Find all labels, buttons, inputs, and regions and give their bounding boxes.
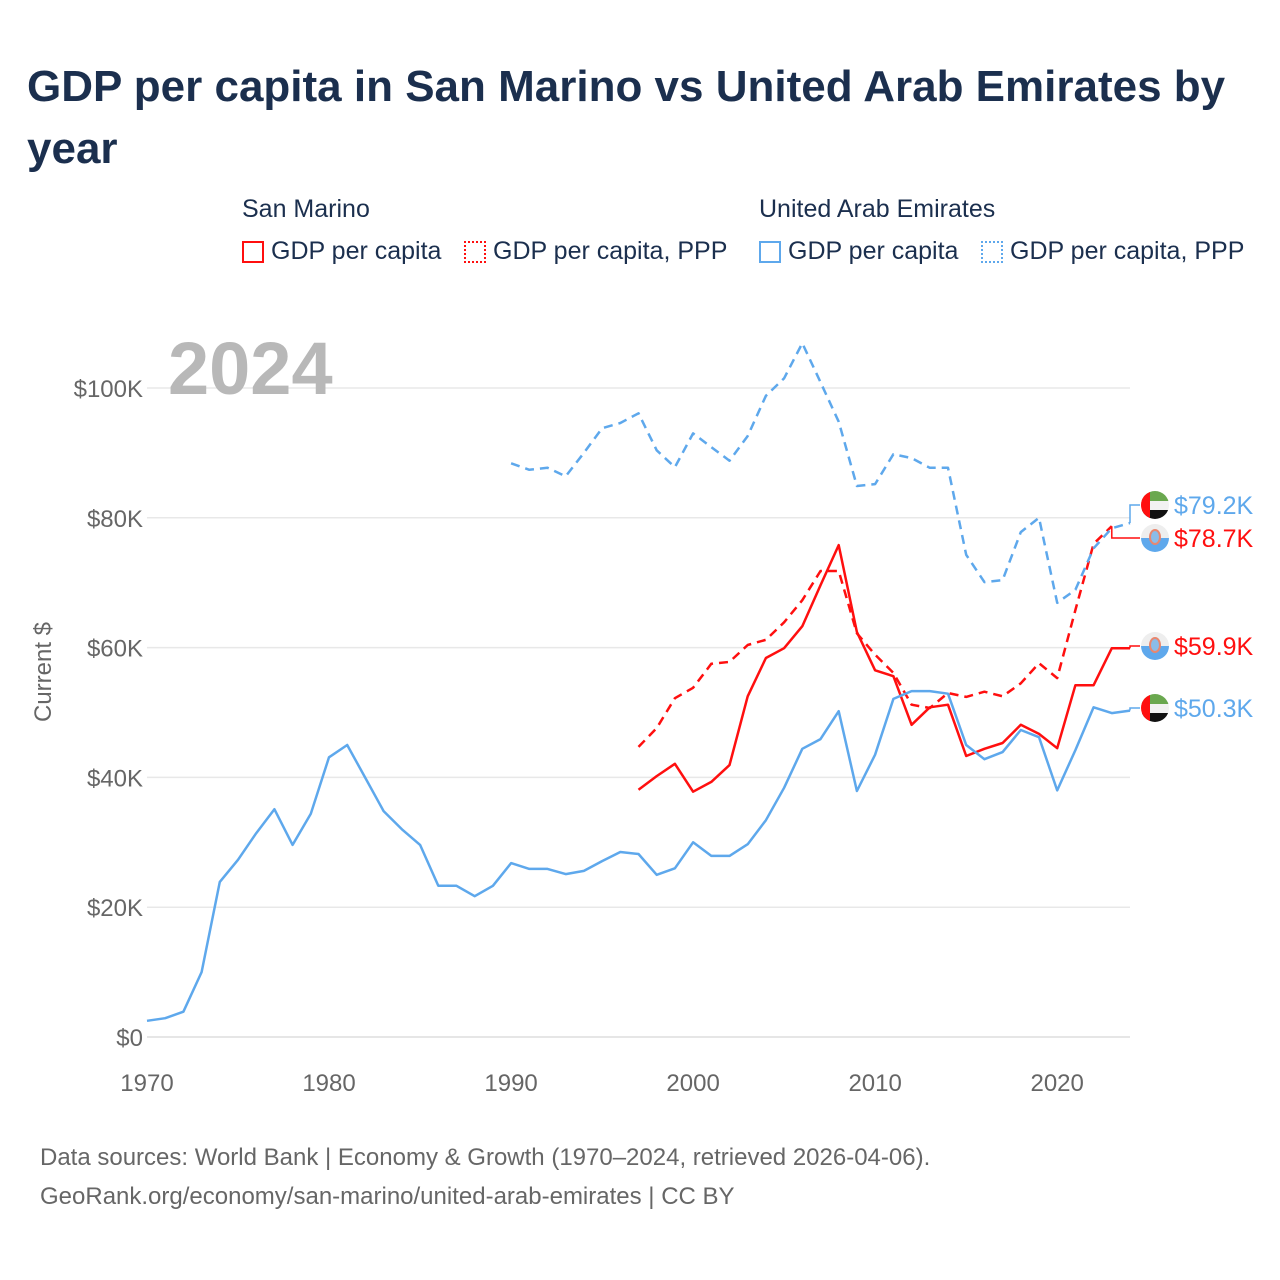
series-line-uae_gdp	[146, 689, 1131, 1023]
legend-item-sm-gdp[interactable]: GDP per capita	[242, 237, 441, 266]
flag-emblem	[1149, 637, 1161, 653]
label-connector	[1111, 526, 1140, 539]
uae-flag-icon	[1141, 694, 1169, 722]
end-value-label: $50.3K	[1174, 695, 1254, 723]
flag-body	[1141, 491, 1169, 519]
legend-swatch-solid-blue	[759, 240, 781, 263]
source-line-1: Data sources: World Bank | Economy & Gro…	[40, 1144, 931, 1171]
x-tick-label: 1990	[484, 1070, 537, 1097]
legend-item-uae-ppp[interactable]: GDP per capita, PPP	[981, 237, 1244, 266]
legend-label: GDP per capita	[788, 237, 959, 265]
legend-swatch-dotted-red	[464, 240, 486, 263]
y-tick-label: $80K	[87, 506, 143, 533]
series-line-sm_ppp	[637, 525, 1113, 748]
x-tick-label: 1970	[120, 1070, 173, 1097]
legend-item-sm-ppp[interactable]: GDP per capita, PPP	[464, 237, 727, 266]
series-line-sm_gdp	[637, 543, 1130, 793]
legend-swatch-dotted-blue	[981, 240, 1003, 263]
end-value-label: $59.9K	[1174, 633, 1254, 661]
flag-stripe-white	[1141, 704, 1169, 713]
uae-flag-icon	[1141, 491, 1169, 519]
label-connector	[1129, 504, 1140, 523]
x-tick-label: 2020	[1030, 1070, 1083, 1097]
y-tick-label: $0	[116, 1025, 143, 1052]
label-connector	[1129, 645, 1140, 649]
legend-label: GDP per capita, PPP	[1010, 237, 1245, 265]
legend-item-uae-gdp[interactable]: GDP per capita	[759, 237, 958, 266]
legend-group-uae: United Arab Emirates	[759, 195, 996, 223]
legend-swatch-solid-red	[242, 240, 264, 263]
end-value-label: $79.2K	[1174, 492, 1254, 520]
source-note: Data sources: World Bank | Economy & Gro…	[40, 1138, 930, 1216]
chart-title: GDP per capita in San Marino vs United A…	[27, 62, 1226, 173]
y-tick-label: $60K	[87, 636, 143, 663]
flag-body	[1141, 632, 1169, 660]
x-tick-label: 2000	[666, 1070, 719, 1097]
source-link[interactable]: GeoRank.org/economy/san-marino/united-ar…	[40, 1183, 735, 1210]
flag-body	[1141, 524, 1169, 552]
x-tick-label: 1980	[302, 1070, 355, 1097]
flag-stripe-green	[1141, 694, 1169, 704]
end-value-label: $78.7K	[1174, 525, 1254, 553]
x-tick-label: 2010	[848, 1070, 901, 1097]
flag-stripe-red	[1141, 694, 1150, 722]
san-marino-flag-icon	[1141, 524, 1169, 552]
legend-label: GDP per capita	[271, 237, 442, 265]
flag-stripe-black	[1141, 713, 1169, 722]
series-line-uae_ppp	[510, 341, 1131, 605]
flag-emblem	[1149, 529, 1161, 545]
flag-stripe-black	[1141, 510, 1169, 519]
flag-stripe-white	[1141, 501, 1169, 510]
y-tick-label: $100K	[74, 376, 143, 403]
flag-body	[1141, 694, 1169, 722]
flag-stripe-red	[1141, 491, 1150, 519]
y-axis-label: Current $	[30, 622, 57, 722]
y-tick-label: $40K	[87, 765, 143, 792]
legend-label: GDP per capita, PPP	[493, 237, 728, 265]
flag-stripe-green	[1141, 491, 1169, 501]
label-connector	[1129, 707, 1140, 711]
legend-group-san-marino: San Marino	[242, 195, 370, 223]
san-marino-flag-icon	[1141, 632, 1169, 660]
year-overlay: 2024	[168, 327, 333, 410]
y-tick-label: $20K	[87, 895, 143, 922]
